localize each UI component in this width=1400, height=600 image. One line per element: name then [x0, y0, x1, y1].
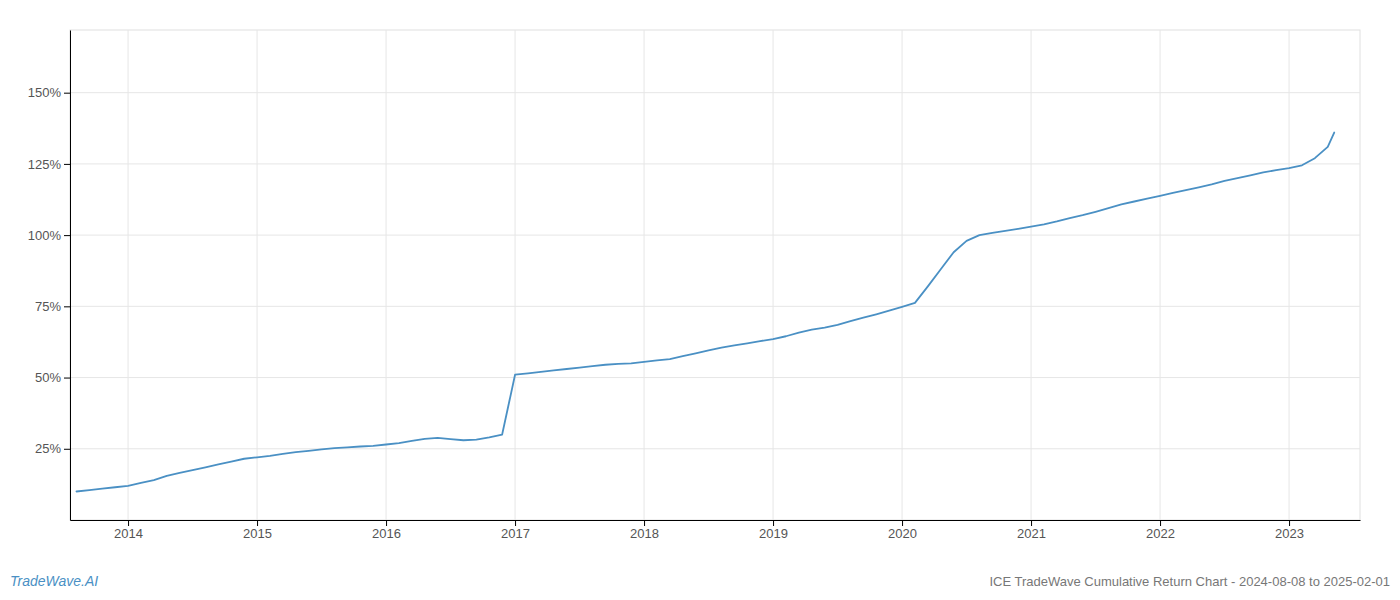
x-tick-mark: [515, 520, 516, 526]
grid-line-y: [70, 377, 1360, 378]
x-tick-label: 2019: [759, 526, 788, 541]
x-tick-mark: [1289, 520, 1290, 526]
grid-line-x: [773, 30, 774, 520]
grid-line-x: [1031, 30, 1032, 520]
title: ICE TradeWave Cumulative Return Chart - …: [989, 574, 1390, 589]
x-tick-label: 2022: [1146, 526, 1175, 541]
y-tick: 150%: [28, 85, 70, 100]
x-tick: 2018: [630, 520, 659, 541]
grid-line-x: [257, 30, 258, 520]
x-tick-mark: [1031, 520, 1032, 526]
chart-svg: 2014 2015 2016 2017 2018 2019 2020 2021 2022 2023…: [0, 0, 1400, 600]
grid: [70, 30, 1360, 520]
x-tick: 2023: [1275, 520, 1304, 541]
y-tick-mark: [64, 164, 70, 165]
x-tick-label: 2020: [888, 526, 917, 541]
y-tick-label: 50%: [35, 370, 61, 385]
y-tick: 125%: [28, 157, 70, 172]
y-tick-label: 150%: [28, 85, 62, 100]
grid-line-y: [70, 306, 1360, 307]
x-tick-label: 2018: [630, 526, 659, 541]
y-tick: 100%: [28, 228, 70, 243]
grid-line-x: [1160, 30, 1161, 520]
x-tick: 2019: [759, 520, 788, 541]
grid-line-y: [70, 448, 1360, 449]
y-tick-mark: [64, 306, 70, 307]
y-tick-mark: [64, 378, 70, 379]
grid-line-y: [70, 92, 1360, 93]
x-tick-label: 2023: [1275, 526, 1304, 541]
x-tick: 2021: [1017, 520, 1046, 541]
x-tick-mark: [902, 520, 903, 526]
x-tick-mark: [773, 520, 774, 526]
grid-line-y: [70, 235, 1360, 236]
plot-area: [76, 133, 1334, 492]
x-tick: 2022: [1146, 520, 1175, 541]
y-tick-label: 75%: [35, 299, 61, 314]
x-tick: 2014: [114, 520, 143, 541]
x-tick: 2016: [372, 520, 401, 541]
grid-line-x: [128, 30, 129, 520]
line: [76, 133, 1334, 492]
chart-container: 2014 2015 2016 2017 2018 2019 2020 2021 2022 2023…: [0, 0, 1400, 600]
y-tick-label: 125%: [28, 157, 62, 172]
x-tick: 2017: [501, 520, 530, 541]
plot-frame: [70, 30, 1360, 520]
x-tick-label: 2017: [501, 526, 530, 541]
x-tick-label: 2014: [114, 526, 143, 541]
y-axis-line: [70, 31, 71, 521]
x-tick: 2015: [243, 520, 272, 541]
x-tick-mark: [644, 520, 645, 526]
grid-line-x: [1289, 30, 1290, 520]
y-tick-mark: [64, 235, 70, 236]
x-tick: 2020: [888, 520, 917, 541]
y-tick: 25%: [35, 441, 70, 456]
grid-line-x: [902, 30, 903, 520]
annotation: TradeWave.AI: [10, 573, 98, 589]
x-tick-mark: [386, 520, 387, 526]
x-tick-mark: [128, 520, 129, 526]
x-tick-mark: [1160, 520, 1161, 526]
y-tick: 50%: [35, 370, 70, 385]
grid-line-x: [515, 30, 516, 520]
x-tick-mark: [257, 520, 258, 526]
y-tick-mark: [64, 449, 70, 450]
x-tick-label: 2015: [243, 526, 272, 541]
grid-line-y: [70, 163, 1360, 164]
y-tick-label: 25%: [35, 441, 61, 456]
y-tick-label: 100%: [28, 228, 62, 243]
y-axis: 25% 50% 75% 100% 125% 150%: [28, 31, 71, 521]
y-tick-mark: [64, 93, 70, 94]
grid-line-x: [386, 30, 387, 520]
x-axis-line: [71, 520, 1361, 521]
grid-line-x: [644, 30, 645, 520]
x-tick-label: 2021: [1017, 526, 1046, 541]
x-axis: 2014 2015 2016 2017 2018 2019 2020 2021 2022 2023: [71, 520, 1361, 541]
y-tick: 75%: [35, 299, 70, 314]
x-tick-label: 2016: [372, 526, 401, 541]
